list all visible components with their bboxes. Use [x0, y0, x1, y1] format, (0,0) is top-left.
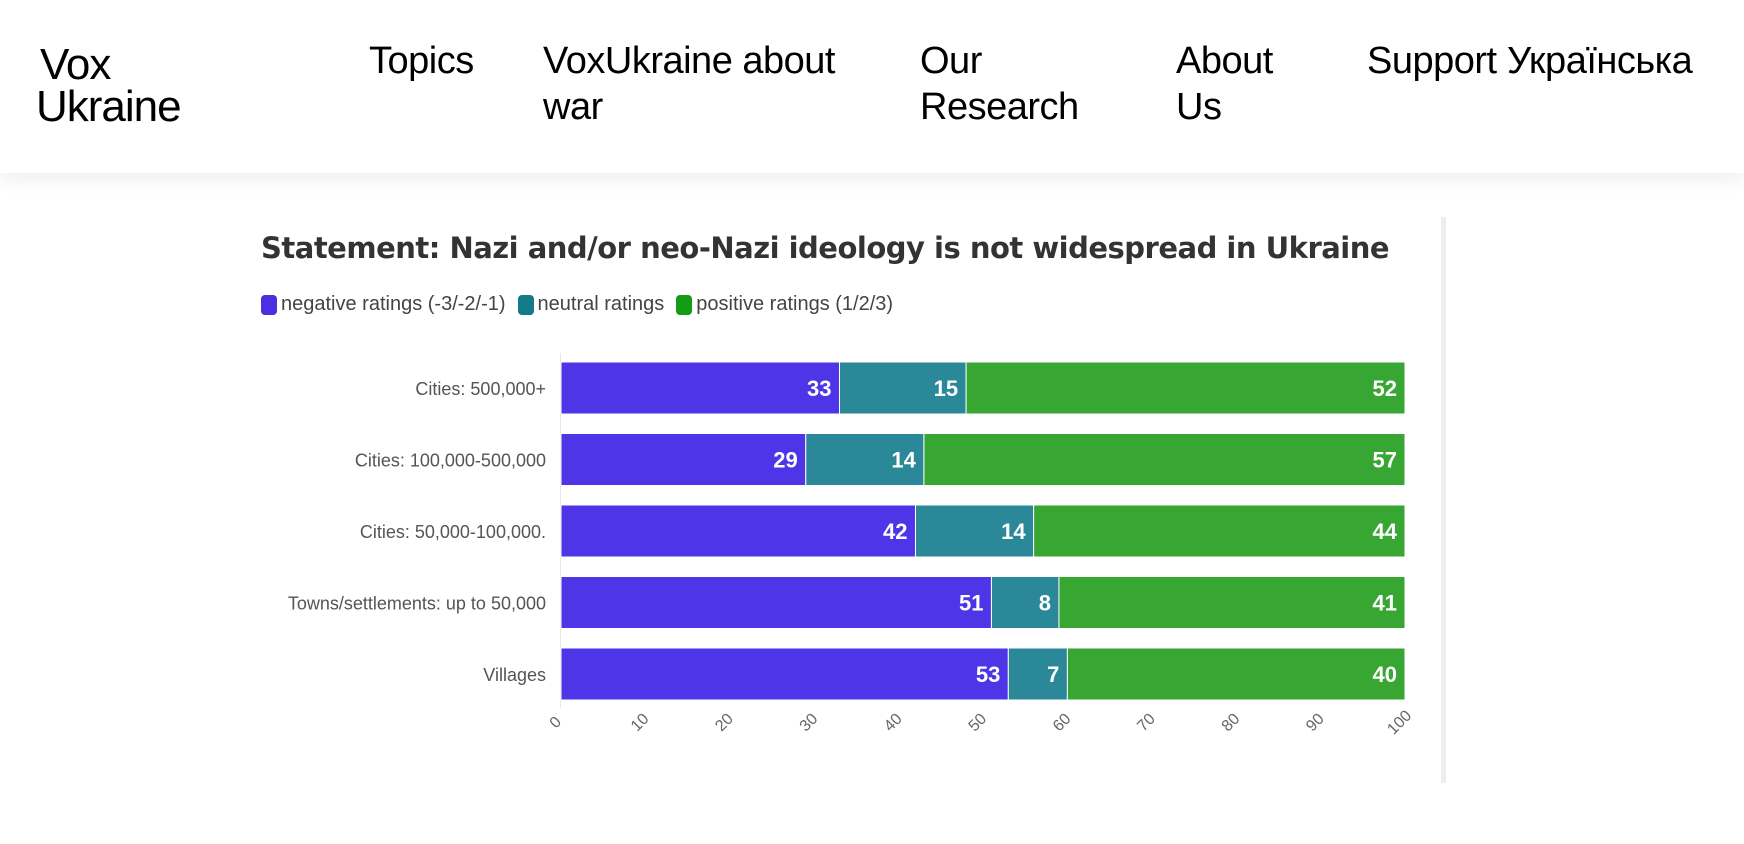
nav-about-us[interactable]: About Us: [1176, 40, 1273, 128]
x-tick-label: 10: [628, 710, 653, 735]
data-label-neutral: 8: [1039, 591, 1051, 616]
bar-segment-positive: [1066, 647, 1406, 701]
x-tick-label: 60: [1050, 710, 1075, 735]
category-label: Towns/settlements: up to 50,000: [288, 594, 546, 614]
x-tick-label: 30: [797, 710, 822, 735]
bar-segment-positive: [965, 361, 1406, 415]
data-label-negative: 53: [976, 662, 1000, 687]
site-header: Vox Ukraine Topics VoxUkraine about war …: [0, 0, 1744, 173]
legend-label-negative: negative ratings (-3/-2/-1): [281, 293, 506, 315]
chart-legend: negative ratings (-3/-2/-1) neutral rati…: [261, 293, 905, 316]
category-label: Cities: 50,000-100,000.: [360, 522, 546, 542]
data-label-neutral: 14: [891, 448, 916, 473]
bar-segment-negative: [560, 647, 1009, 701]
bar-segment-negative: [560, 576, 992, 629]
data-label-negative: 33: [807, 376, 831, 401]
x-tick-label: 50: [966, 710, 991, 735]
data-label-neutral: 14: [1001, 519, 1026, 544]
bar-segment-positive: [923, 433, 1406, 486]
x-tick-label: 70: [1134, 710, 1159, 735]
chart-container: Statement: Nazi and/or neo-Nazi ideology…: [256, 217, 1446, 783]
data-label-negative: 42: [883, 519, 907, 544]
chart-title: Statement: Nazi and/or neo-Nazi ideology…: [261, 231, 1390, 265]
bar-segment-neutral: [914, 504, 1035, 558]
x-tick-label: 20: [712, 710, 737, 735]
bar-segment-positive: [1058, 576, 1406, 629]
data-label-positive: 57: [1373, 448, 1397, 473]
data-label-positive: 40: [1373, 662, 1397, 687]
nav-support[interactable]: Support: [1367, 40, 1497, 82]
x-tick-label: 100: [1384, 707, 1415, 738]
data-label-negative: 29: [773, 448, 797, 473]
bar-segment-negative: [560, 433, 807, 486]
logo-line-2: Ukraine: [36, 82, 182, 131]
x-tick-label: 90: [1303, 710, 1328, 735]
logo-line-1: Vox: [40, 40, 111, 89]
category-label: Villages: [483, 665, 546, 685]
legend-swatch-negative: [261, 294, 277, 315]
data-label-neutral: 15: [934, 376, 958, 401]
bar-segment-negative: [560, 504, 916, 558]
nav-language-ukrainian[interactable]: Українська: [1507, 40, 1693, 82]
data-label-positive: 41: [1373, 591, 1397, 616]
bar-segment-positive: [1033, 504, 1406, 558]
legend-label-positive: positive ratings (1/2/3): [696, 293, 894, 315]
legend-label-neutral: neutral ratings: [537, 293, 665, 315]
data-label-neutral: 7: [1047, 662, 1059, 687]
voxukraine-logo[interactable]: Vox Ukraine: [36, 40, 182, 131]
data-label-negative: 51: [959, 591, 983, 616]
nav-our-research[interactable]: Our Research: [920, 40, 1079, 128]
legend-item-negative[interactable]: negative ratings (-3/-2/-1): [261, 293, 506, 316]
data-label-positive: 52: [1373, 376, 1397, 401]
category-label: Cities: 100,000-500,000: [355, 451, 546, 471]
data-label-positive: 44: [1373, 519, 1398, 544]
legend-item-positive[interactable]: positive ratings (1/2/3): [676, 293, 893, 316]
legend-swatch-positive: [676, 294, 693, 315]
x-tick-label: 40: [881, 710, 906, 735]
category-label: Cities: 500,000+: [415, 379, 546, 399]
x-tick-label: 80: [1219, 710, 1244, 735]
bar-segment-negative: [560, 361, 841, 415]
legend-swatch-neutral: [517, 294, 534, 315]
nav-topics[interactable]: Topics: [369, 40, 474, 82]
legend-item-neutral[interactable]: neutral ratings: [517, 293, 665, 316]
stacked-bar-chart: Cities: 500,000+ 33 15 52 Cities: 100,000-50…: [288, 353, 1415, 738]
nav-voxukraine-about-war[interactable]: VoxUkraine about war: [543, 40, 835, 128]
x-tick-label: 0: [547, 714, 565, 732]
